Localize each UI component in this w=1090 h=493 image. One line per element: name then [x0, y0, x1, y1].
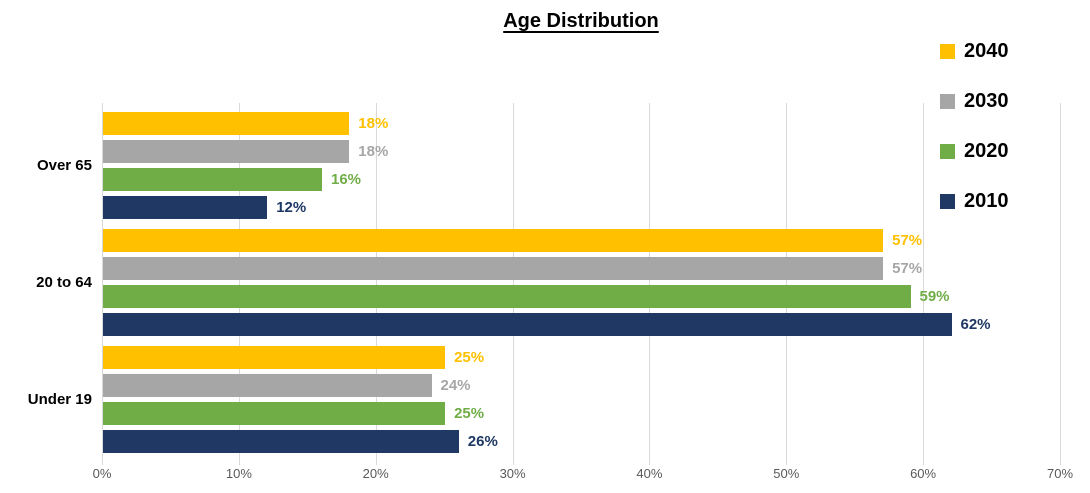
- gridline: [238, 103, 240, 465]
- plot-area: 18% 18% 16% 12% 57% 57% 59% 62% 25% 24% 25% 26%: [102, 103, 1061, 465]
- x-tick-label: 20%: [362, 466, 389, 481]
- x-tick-label: 10%: [225, 466, 252, 481]
- legend-item-2020: 2020: [940, 140, 1009, 162]
- bar: [103, 374, 432, 397]
- bar: [103, 196, 268, 219]
- bar-value-label: 57%: [892, 260, 923, 277]
- bar-value-label: 24%: [440, 377, 471, 394]
- bar-value-label: 18%: [358, 143, 389, 160]
- chart-title: Age Distribution: [102, 10, 1060, 33]
- bar: [103, 402, 446, 425]
- gridline: [1060, 103, 1061, 465]
- bar: [103, 229, 884, 252]
- legend-swatch-icon: [940, 93, 955, 109]
- bar-value-label: 62%: [960, 316, 991, 333]
- bar: [103, 168, 322, 191]
- legend-label: 2010: [964, 190, 1009, 212]
- x-tick-label: 60%: [910, 466, 937, 481]
- legend-swatch-icon: [940, 143, 955, 159]
- gridline: [375, 103, 377, 465]
- bar: [103, 112, 350, 135]
- gridline: [649, 103, 651, 465]
- bar: [103, 257, 884, 280]
- gridline: [786, 103, 788, 465]
- bar: [103, 140, 350, 163]
- gridline: [102, 103, 103, 465]
- bar: [103, 430, 459, 453]
- legend-item-2030: 2030: [940, 90, 1009, 112]
- bar-value-label: 25%: [454, 405, 485, 422]
- bar: [103, 346, 446, 369]
- bar-value-label: 12%: [276, 199, 307, 216]
- bar-value-label: 18%: [358, 115, 389, 132]
- x-tick-label: 70%: [1046, 466, 1074, 481]
- bar-value-label: 25%: [454, 349, 485, 366]
- category-label: Under 19: [27, 390, 92, 408]
- x-tick-label: 30%: [499, 466, 526, 481]
- x-tick-label: 40%: [636, 466, 663, 481]
- bar-value-label: 59%: [919, 288, 950, 305]
- legend-item-2040: 2040: [940, 40, 1009, 62]
- x-tick-label: 0%: [92, 466, 112, 481]
- legend-swatch-icon: [940, 193, 955, 209]
- bar-value-label: 57%: [892, 232, 923, 249]
- gridline: [512, 103, 514, 465]
- bar: [103, 313, 952, 336]
- legend-swatch-icon: [940, 43, 955, 59]
- bar-value-label: 26%: [467, 433, 498, 450]
- legend-item-2010: 2010: [940, 190, 1009, 212]
- chart-title-text: Age Distribution: [503, 10, 659, 32]
- x-tick-label: 50%: [773, 466, 800, 481]
- legend: 2040 2030 2020 2010: [940, 40, 1009, 240]
- bar: [103, 285, 911, 308]
- category-label: Over 65: [36, 156, 92, 174]
- bar-value-label: 16%: [331, 171, 362, 188]
- gridline: [923, 103, 925, 465]
- category-label: 20 to 64: [36, 273, 92, 291]
- legend-label: 2030: [964, 90, 1009, 112]
- legend-label: 2040: [964, 40, 1009, 62]
- legend-label: 2020: [964, 140, 1009, 162]
